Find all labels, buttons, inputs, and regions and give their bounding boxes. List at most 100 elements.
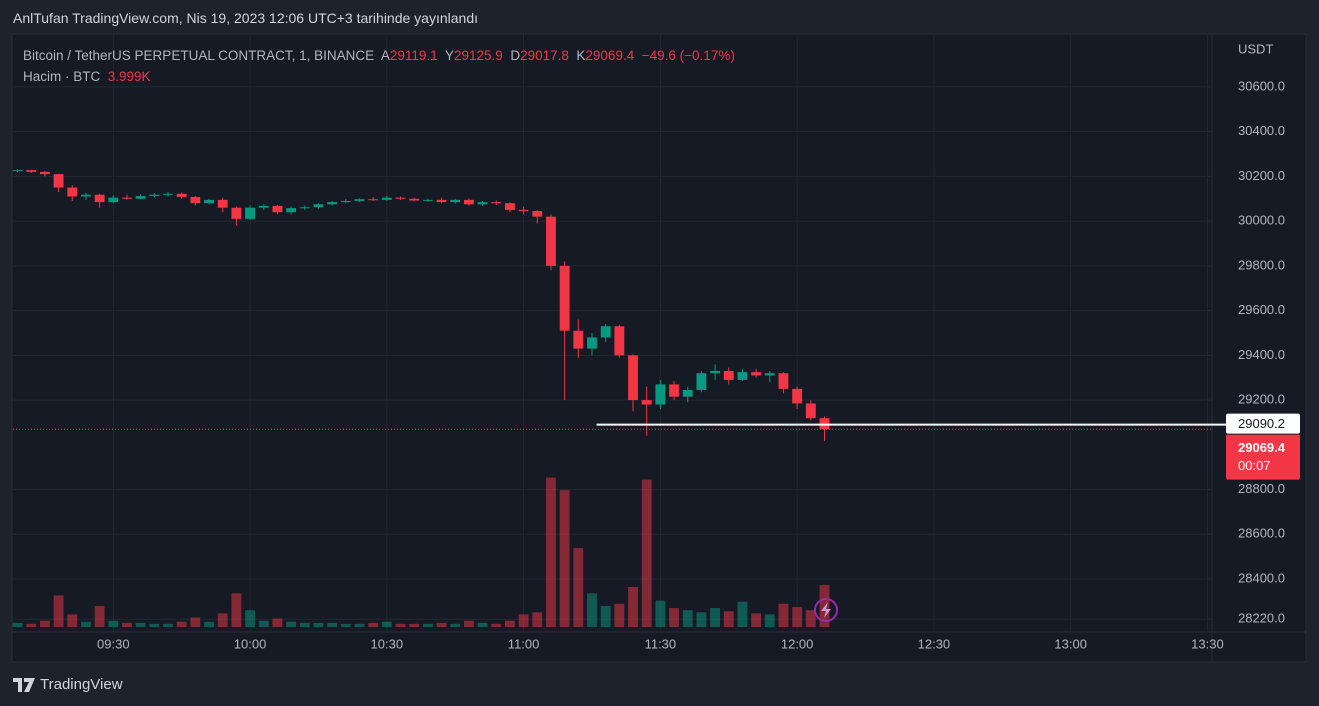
change: −49.6 [641,48,676,63]
candle-body [231,207,242,219]
volume-bar [546,477,556,627]
candle-body [272,205,283,213]
volume-bar [231,593,242,627]
candle-body [26,170,37,172]
last-price-label: 29069.4 [1238,440,1286,455]
candle-body [559,265,570,331]
volume-bar [12,622,23,627]
volume-bar [108,620,119,627]
volume-bar [67,614,78,627]
alert-icon [814,598,838,622]
volume-bar [751,613,762,627]
candle-body [163,193,173,195]
volume-bar [628,587,638,627]
volume-bar [94,605,105,627]
candle-body [299,207,310,209]
candle-body [450,199,461,203]
ohlc-value: 29119.1 [389,48,438,63]
candle-body [792,388,803,404]
y-tick-label: 28400.0 [1238,570,1285,585]
footer[interactable]: TradingView [13,676,123,693]
candle-body [327,202,338,205]
candle-body [518,209,529,212]
x-tick-label: 11:30 [645,636,677,651]
volume-bar [354,623,365,627]
volume-bar [436,622,447,627]
volume-bar [381,621,392,627]
volume-bar [559,490,570,627]
candle-body [67,187,78,197]
candle-body [39,171,50,175]
y-unit: USDT [1238,41,1273,56]
candle-body [368,199,379,201]
candle-body [641,400,652,405]
volume-bar [450,623,461,627]
candle-body [245,207,255,219]
y-tick-label: 30400.0 [1238,123,1285,138]
volume-bar [368,622,379,627]
volume-bar [327,622,338,627]
volume-bar [217,613,228,627]
volume-bar [176,621,187,627]
volume-bar [53,595,64,627]
x-tick-label: 11:00 [508,636,540,651]
candle-body [149,194,160,197]
volume-bar [477,622,488,627]
volume-bar [641,479,652,627]
ohlc-value: 29069.4 [585,48,635,63]
candle-body [696,373,707,391]
candle-body [587,337,597,349]
candle-body [600,326,611,338]
candle-body [669,384,679,397]
volume-bar [737,601,748,627]
y-tick-label: 29400.0 [1238,347,1285,362]
symbol: Bitcoin / TetherUS PERPETUAL CONTRACT, 1… [23,48,375,63]
candle-body [614,326,625,356]
volume-bar [710,608,720,627]
volume-bar [422,623,433,627]
volume-bar [792,607,803,627]
legend: Bitcoin / TetherUS PERPETUAL CONTRACT, 1… [23,45,735,87]
candle-body [204,199,214,204]
volume-bar [532,612,543,627]
volume-bar [26,623,37,627]
volume-bar [313,622,324,627]
candle-body [710,370,720,374]
volume-bar [135,622,146,627]
volume-bar [819,584,830,627]
candle-body [135,196,146,199]
y-tick-label: 29600.0 [1238,302,1285,317]
volume-bar [409,623,420,627]
candle-body [258,205,269,208]
volume-bar [299,622,310,627]
candle-body [176,193,187,197]
level-label: 29090.2 [1238,416,1285,431]
candle-body [764,373,775,376]
ohlc-label: Y [444,48,454,63]
y-tick-label: 28800.0 [1238,481,1285,496]
candle-body [532,211,543,217]
candle-body [737,372,748,380]
volume-bar [39,620,50,627]
y-tick-label: 30600.0 [1238,78,1285,93]
volume-bar [122,622,132,627]
volume-bar [505,620,515,627]
countdown: 00:07 [1238,458,1271,473]
volume-bar [340,623,351,627]
candle-body [628,355,638,401]
volume-bar [655,600,666,627]
candle-body [436,199,447,203]
volume-bar [272,618,283,627]
candle-body [422,199,433,201]
volume-bar [696,612,707,627]
y-tick-label: 29200.0 [1238,392,1285,407]
ohlc-label: K [576,48,586,63]
volume-bar [395,623,406,627]
x-tick-label: 12:00 [781,636,814,651]
change-pct: (−0.17%) [679,48,735,63]
volume-bar [204,621,214,627]
volume-bar [163,623,173,627]
candle-body [409,198,420,201]
candle-body [12,170,23,172]
